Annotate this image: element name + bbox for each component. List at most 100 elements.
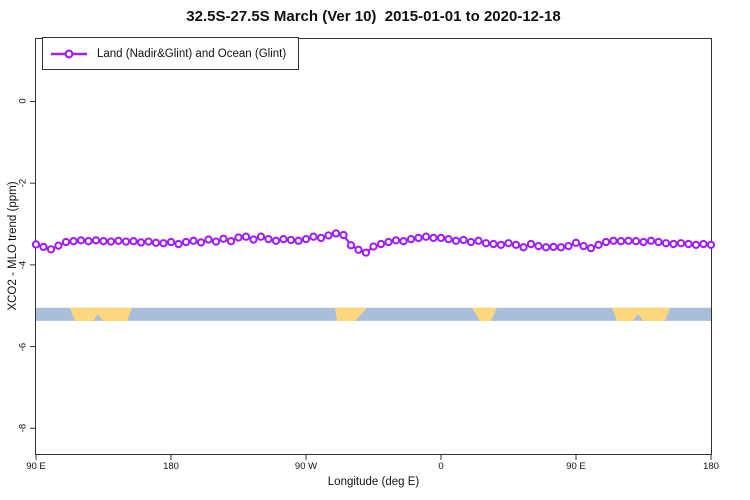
series-marker	[279, 234, 288, 244]
series-marker	[114, 236, 123, 245]
y-tick-label: -2	[17, 178, 29, 188]
series-marker	[474, 236, 483, 245]
x-tick-label: 90 E	[26, 461, 46, 472]
series-marker	[451, 236, 461, 245]
series-marker	[46, 245, 56, 254]
series-marker	[699, 239, 708, 249]
series-marker	[489, 239, 498, 249]
land-band-segment	[70, 307, 132, 321]
series-marker	[526, 239, 536, 249]
series-marker	[69, 237, 78, 246]
series-marker	[519, 243, 528, 252]
series-marker	[256, 232, 266, 241]
series-marker	[121, 237, 131, 246]
x-axis-title: Longitude (deg E)	[327, 476, 420, 488]
series-marker	[324, 231, 333, 240]
x-tick-label: 180	[703, 461, 719, 472]
land-band-segment	[472, 307, 497, 321]
series-marker	[211, 237, 221, 246]
series-marker	[241, 232, 251, 241]
series-marker	[151, 238, 161, 247]
series-marker	[496, 240, 506, 250]
series-marker	[609, 236, 618, 245]
x-tick-label: 0	[438, 461, 444, 472]
series-marker	[639, 237, 648, 247]
series-marker	[661, 239, 671, 248]
series-marker	[391, 236, 401, 245]
series-marker	[136, 238, 146, 247]
series-marker	[504, 239, 513, 248]
series-marker	[234, 233, 243, 242]
series-marker	[249, 235, 258, 244]
series-marker	[616, 237, 626, 246]
series-marker	[174, 239, 183, 249]
series-marker	[429, 233, 438, 243]
series-marker	[466, 237, 476, 247]
series-marker	[654, 237, 663, 247]
series-marker	[271, 236, 281, 245]
series-marker	[481, 239, 491, 248]
y-axis-title: XCO2 - MLO trend (ppm)	[7, 181, 19, 311]
series-marker	[354, 245, 363, 254]
x-tick-label: 180	[163, 461, 179, 472]
series-marker	[511, 240, 521, 250]
series-marker	[91, 236, 101, 245]
series-marker	[631, 237, 641, 246]
series-marker	[339, 230, 348, 240]
series-marker	[406, 234, 416, 244]
y-tick-label: 0	[17, 98, 29, 105]
series-marker	[346, 241, 356, 250]
series-marker	[369, 242, 378, 251]
series-marker	[196, 238, 206, 247]
series-marker	[361, 248, 371, 257]
series-marker	[646, 236, 656, 245]
series-marker	[264, 234, 273, 244]
series-marker	[676, 239, 686, 248]
series-marker	[556, 243, 566, 252]
series-marker	[316, 233, 326, 243]
series-marker	[331, 229, 341, 238]
series-marker	[204, 235, 213, 244]
series-marker	[459, 235, 468, 245]
y-tick-label: -4	[17, 260, 29, 270]
series-marker	[286, 235, 296, 245]
series-marker	[564, 241, 573, 251]
series-marker	[189, 236, 198, 245]
series-marker	[61, 237, 71, 247]
series-marker	[39, 242, 48, 252]
series-marker	[76, 236, 86, 245]
series-marker	[181, 237, 191, 247]
legend-box: Land (Nadir&Glint) and Ocean (Glint)	[42, 37, 299, 70]
chart-svg	[30, 100, 716, 460]
series-marker	[384, 237, 393, 247]
chart-title: 32.5S-27.5S March (Ver 10) 2015-01-01 to…	[186, 8, 561, 25]
series-marker	[624, 236, 633, 245]
legend-label: Land (Nadir&Glint) and Ocean (Glint)	[97, 47, 287, 60]
series-marker	[31, 240, 41, 249]
legend-line-marker-icon	[51, 48, 87, 59]
series-marker	[586, 243, 596, 253]
ocean-band	[36, 307, 711, 321]
series-marker	[166, 237, 176, 247]
series-marker	[534, 241, 543, 251]
series-marker	[549, 242, 558, 252]
series-marker	[129, 237, 138, 246]
series-marker	[571, 238, 581, 247]
series-marker	[684, 239, 693, 249]
series-marker	[691, 240, 701, 250]
x-tick-label: 90 E	[566, 461, 586, 472]
series-marker	[54, 241, 63, 250]
series-marker	[594, 240, 603, 250]
series-marker	[706, 240, 716, 250]
series-marker	[144, 237, 153, 246]
series-marker	[376, 239, 386, 249]
y-tick-label: -6	[17, 342, 29, 351]
x-tick-label: 90 W	[294, 461, 318, 472]
series-marker	[601, 237, 611, 247]
series-marker	[294, 236, 303, 245]
series-marker	[541, 243, 551, 252]
series-marker	[99, 237, 108, 246]
series-marker	[444, 234, 453, 244]
series-marker	[159, 239, 168, 248]
